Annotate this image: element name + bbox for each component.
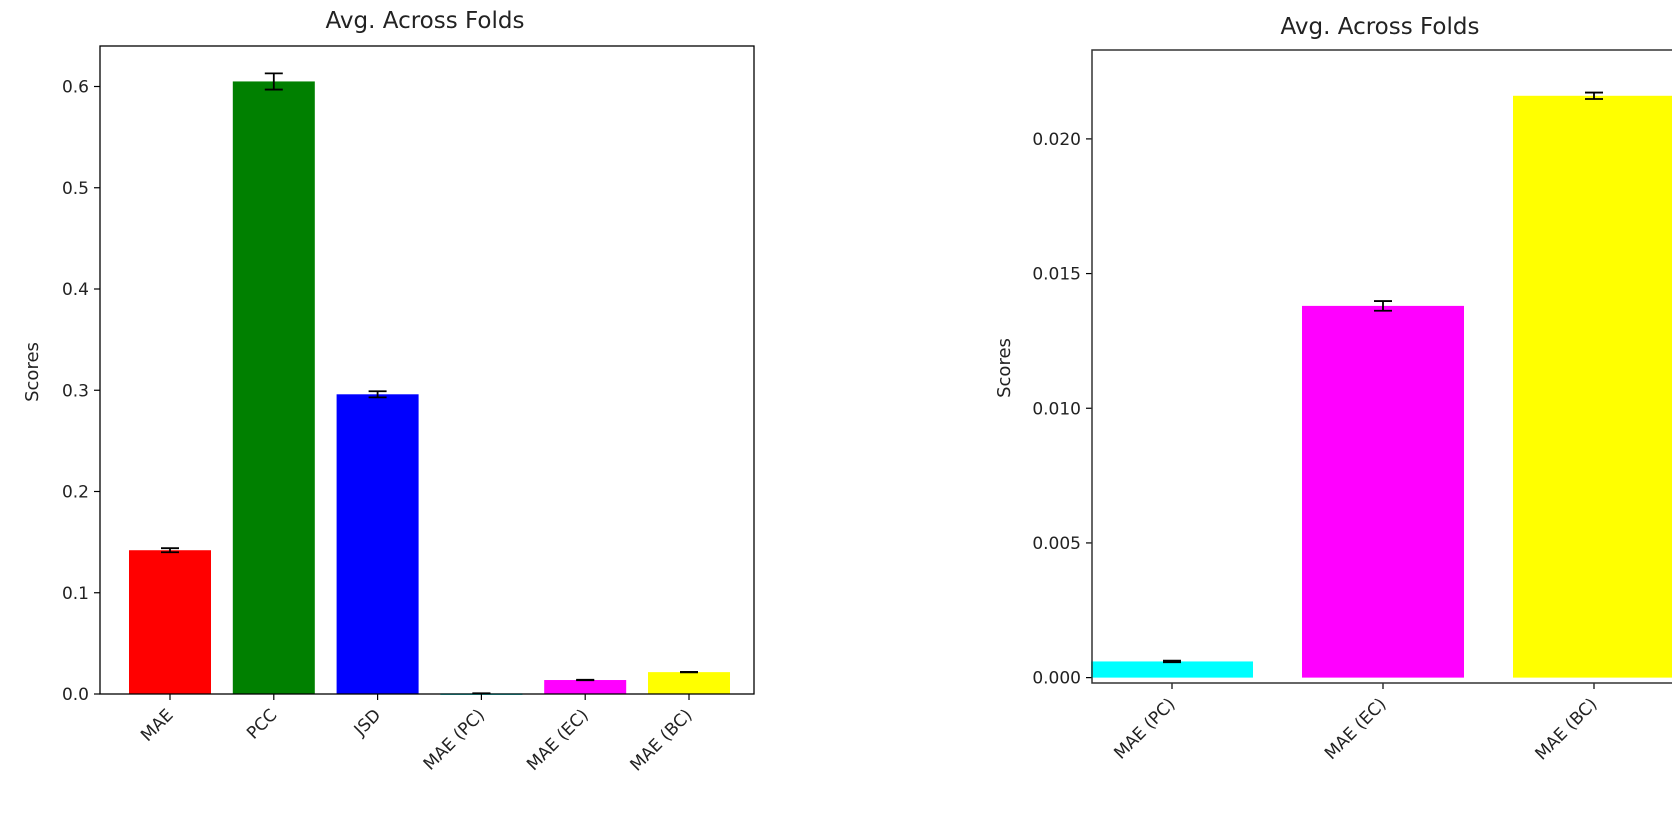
- left-chart-ylabel: Scores: [22, 342, 43, 402]
- y-tick-label: 0.4: [62, 280, 89, 300]
- right-chart-title: Avg. Across Folds: [1281, 14, 1480, 40]
- bar-2: [232, 81, 315, 694]
- y-tick-label: 0.010: [1032, 399, 1081, 419]
- right-chart: Avg. Across Folds Scores 0.000 0.005 0.010…: [994, 14, 1672, 764]
- x-tick-label: PCC: [243, 705, 281, 743]
- left-chart: Avg. Across Folds Scores 0.0 0.1 0.2 0.3 0.4…: [22, 8, 755, 775]
- right-plot-frame: [1091, 49, 1672, 684]
- x-tick-label: MAE (BC): [627, 705, 697, 775]
- bar-5: [544, 680, 627, 694]
- bar-3: [1513, 95, 1672, 678]
- y-tick-label: 0.000: [1032, 669, 1081, 689]
- y-tick-label: 0.6: [62, 78, 89, 98]
- y-tick-label: 0.3: [62, 381, 89, 401]
- x-tick-label: MAE (BC): [1532, 694, 1602, 764]
- left-chart-title: Avg. Across Folds: [326, 8, 525, 34]
- y-tick-label: 0.005: [1032, 534, 1081, 554]
- y-tick-label: 0.015: [1032, 265, 1081, 285]
- bar-6: [648, 672, 730, 694]
- bar-1: [129, 550, 211, 694]
- bar-1: [1091, 661, 1253, 678]
- left-plot-frame: [99, 45, 755, 695]
- bar-3: [336, 394, 419, 694]
- bar-2: [1302, 305, 1464, 678]
- y-tick-label: 0.020: [1032, 130, 1081, 150]
- x-tick-label: MAE (EC): [1321, 694, 1391, 764]
- y-tick-label: 0.0: [62, 685, 89, 705]
- y-tick-label: 0.1: [62, 584, 89, 604]
- right-chart-ylabel: Scores: [994, 338, 1015, 398]
- x-tick-label: MAE (PC): [420, 705, 489, 774]
- x-tick-label: MAE (PC): [1110, 694, 1179, 763]
- x-tick-label: JSD: [350, 705, 385, 740]
- y-tick-label: 0.2: [62, 483, 89, 503]
- y-tick-label: 0.5: [62, 179, 89, 199]
- x-tick-label: MAE (EC): [523, 705, 593, 775]
- x-tick-label: MAE: [137, 705, 177, 745]
